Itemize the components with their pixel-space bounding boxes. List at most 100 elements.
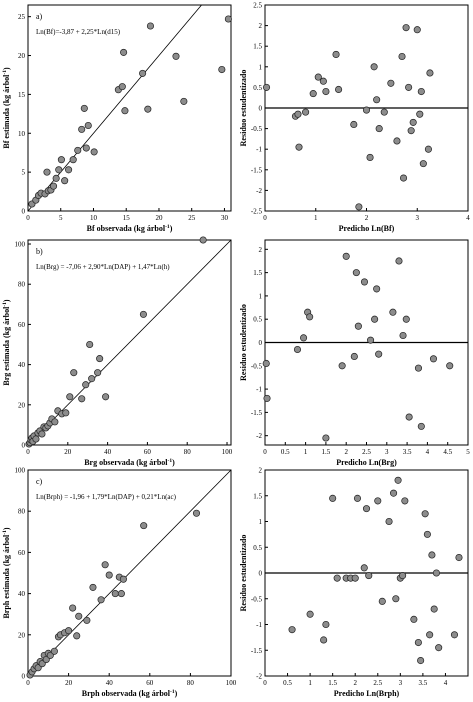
y-tick-label: 60 [18, 549, 26, 557]
equation-label: Ln(Brg) = -7,06 + 2,90*Ln(DAP) + 1,47*Ln… [36, 263, 170, 271]
y-tick-label: 25 [18, 13, 26, 21]
data-point [97, 596, 105, 604]
chart-panel-3: 0 20 40 60 80 100 0 20 40 60 80 100 b) Ln(Brg) = -7,0… [2, 236, 233, 467]
data-point [322, 87, 330, 96]
chart-panel-4: 0 0.5 1 1.5 2 2.5 3 3.5 4 4.5 5 -2 -1.5 -1 -0.5 0 0.5 1 1.… [239, 239, 470, 467]
data-point [360, 278, 369, 286]
y-tick-label: -1 [256, 621, 262, 629]
x-tick-label: 100 [226, 679, 237, 687]
data-point [362, 106, 371, 114]
data-point [375, 350, 383, 358]
data-point [139, 69, 147, 77]
y-tick-label: 0.5 [253, 316, 262, 324]
x-axis-label: Predicho Ln(Bf) [339, 224, 395, 233]
y-tick-label: 60 [18, 321, 26, 329]
y-tick-label: 2 [259, 246, 263, 254]
y-tick-label: 100 [15, 241, 26, 249]
data-point [32, 435, 40, 443]
data-point [387, 79, 395, 87]
data-point [409, 118, 417, 126]
data-point [402, 24, 410, 32]
data-point [413, 26, 421, 34]
data-point [96, 355, 104, 363]
y-tick-label: 80 [18, 508, 26, 516]
y-tick-label: 0 [22, 208, 26, 216]
y-tick-label: 20 [18, 631, 26, 639]
data-point [82, 381, 90, 389]
data-point [424, 145, 432, 153]
data-point [417, 422, 425, 430]
data-point [390, 489, 398, 497]
y-tick-label: 5 [22, 169, 26, 177]
data-point [50, 647, 58, 655]
data-point [335, 85, 343, 94]
data-point [392, 595, 400, 603]
data-point [90, 148, 98, 156]
data-point [73, 632, 81, 640]
data-point [84, 121, 92, 130]
data-point [89, 583, 97, 591]
data-point [172, 52, 180, 60]
data-point [395, 257, 403, 265]
x-tick-label: 80 [184, 448, 192, 456]
data-point [52, 174, 60, 182]
x-tick-label: 3.5 [403, 448, 412, 456]
data-point [224, 15, 232, 23]
data-point [65, 166, 73, 174]
data-point [111, 590, 119, 598]
data-point [399, 331, 407, 340]
data-point [94, 369, 102, 377]
data-point [78, 395, 86, 403]
x-axis-label: Bf observada (kg árbol-1) [87, 224, 173, 233]
plot-frame [27, 4, 232, 212]
data-point [429, 355, 438, 363]
y-tick-label: 0 [259, 339, 263, 347]
data-point [118, 83, 126, 91]
data-point [306, 610, 314, 618]
data-point [57, 156, 65, 164]
data-point [320, 636, 328, 644]
x-tick-label: 1.5 [322, 448, 331, 456]
data-point [332, 50, 340, 58]
data-point [314, 73, 322, 81]
y-tick-label: 1 [259, 518, 263, 526]
data-point [393, 137, 401, 145]
y-tick-label: -1.5 [251, 166, 263, 174]
data-point [370, 63, 378, 71]
data-point [88, 375, 96, 383]
x-tick-label: 3.5 [419, 679, 428, 687]
data-point [121, 107, 129, 115]
data-point [102, 393, 110, 401]
data-point [399, 174, 408, 182]
data-point [419, 160, 427, 168]
data-point [78, 125, 86, 133]
data-point [373, 285, 381, 293]
x-tick-label: 30 [221, 214, 229, 222]
y-tick-label: 15 [18, 91, 26, 99]
data-point [80, 104, 88, 112]
data-point [300, 334, 308, 342]
data-point [329, 494, 337, 502]
data-point [407, 127, 415, 135]
data-point [417, 656, 425, 665]
x-tick-label: 25 [188, 214, 196, 222]
data-point [435, 644, 443, 652]
data-point [288, 626, 296, 634]
x-tick-label: 20 [64, 448, 72, 456]
x-tick-label: 4.5 [443, 448, 452, 456]
data-point [43, 168, 51, 176]
plot-frame [27, 239, 232, 446]
y-axis-label: Residuo estudentizado [239, 70, 248, 147]
x-tick-label: 3 [416, 214, 420, 222]
data-point [82, 144, 90, 152]
data-point [199, 236, 207, 244]
data-point [374, 497, 382, 505]
data-point [355, 203, 363, 211]
data-point [309, 90, 317, 98]
data-point [293, 345, 302, 354]
data-point [414, 364, 423, 372]
chart-panel-6: 0 0.5 1 1.5 2 2.5 3 3.5 4 -2 -1.5 -1 -0.5 0 0.5 1 1.5 2 Pr… [239, 467, 469, 698]
x-tick-label: 60 [146, 679, 154, 687]
data-point [218, 65, 226, 74]
y-tick-label: 2 [259, 467, 263, 475]
